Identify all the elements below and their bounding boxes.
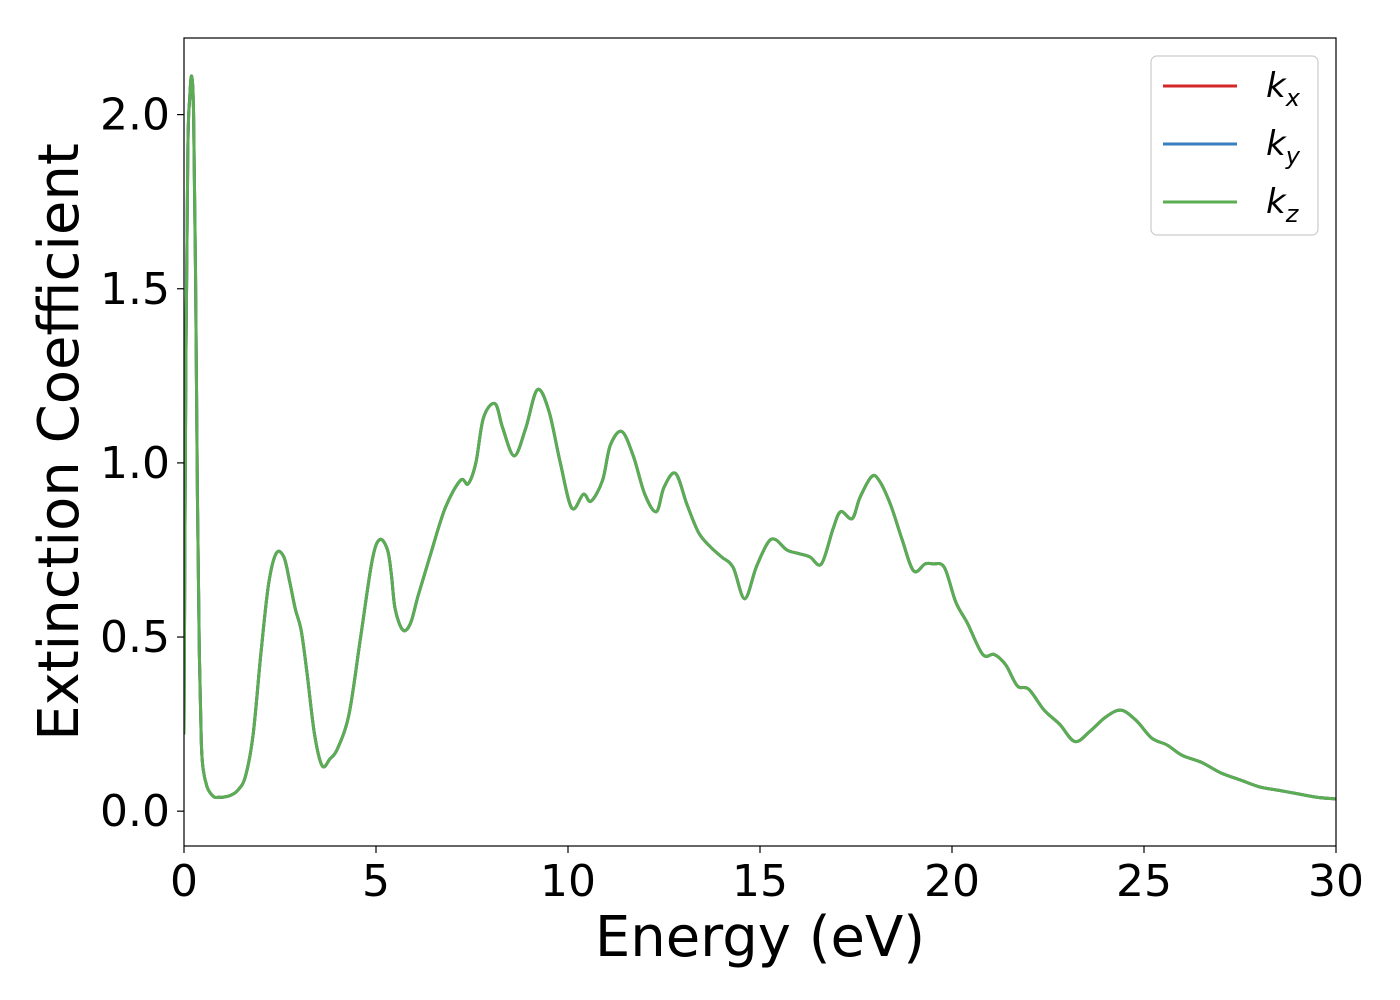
x-tick-label: 15 bbox=[732, 856, 788, 907]
y-tick-label: 1.5 bbox=[100, 264, 170, 315]
series-line-kz bbox=[184, 74, 1336, 801]
y-tick-label: 2.0 bbox=[100, 90, 170, 141]
x-axis-label: Energy (eV) bbox=[595, 905, 925, 970]
series-lines bbox=[184, 74, 1336, 801]
x-tick-label: 0 bbox=[170, 856, 198, 907]
legend: kx ky kz bbox=[1150, 55, 1319, 236]
x-tick-label: 20 bbox=[924, 856, 980, 907]
x-tick-label: 30 bbox=[1308, 856, 1364, 907]
y-tick-label: 0.0 bbox=[100, 786, 170, 837]
y-tick-label: 0.5 bbox=[100, 612, 170, 663]
y-tick-label: 1.0 bbox=[100, 438, 170, 489]
x-tick-label: 25 bbox=[1116, 856, 1172, 907]
legend-label-kx: kx bbox=[1266, 66, 1301, 112]
y-axis-ticks: 0.0 0.5 1.0 1.5 2.0 bbox=[100, 90, 184, 837]
x-tick-label: 5 bbox=[362, 856, 390, 907]
legend-label-kz: kz bbox=[1266, 182, 1300, 228]
legend-label-ky: ky bbox=[1266, 124, 1301, 170]
x-axis-ticks: 0 5 10 15 20 25 30 bbox=[170, 846, 1364, 907]
x-tick-label: 10 bbox=[540, 856, 596, 907]
y-axis-label: Extinction Coefficient bbox=[27, 143, 92, 741]
